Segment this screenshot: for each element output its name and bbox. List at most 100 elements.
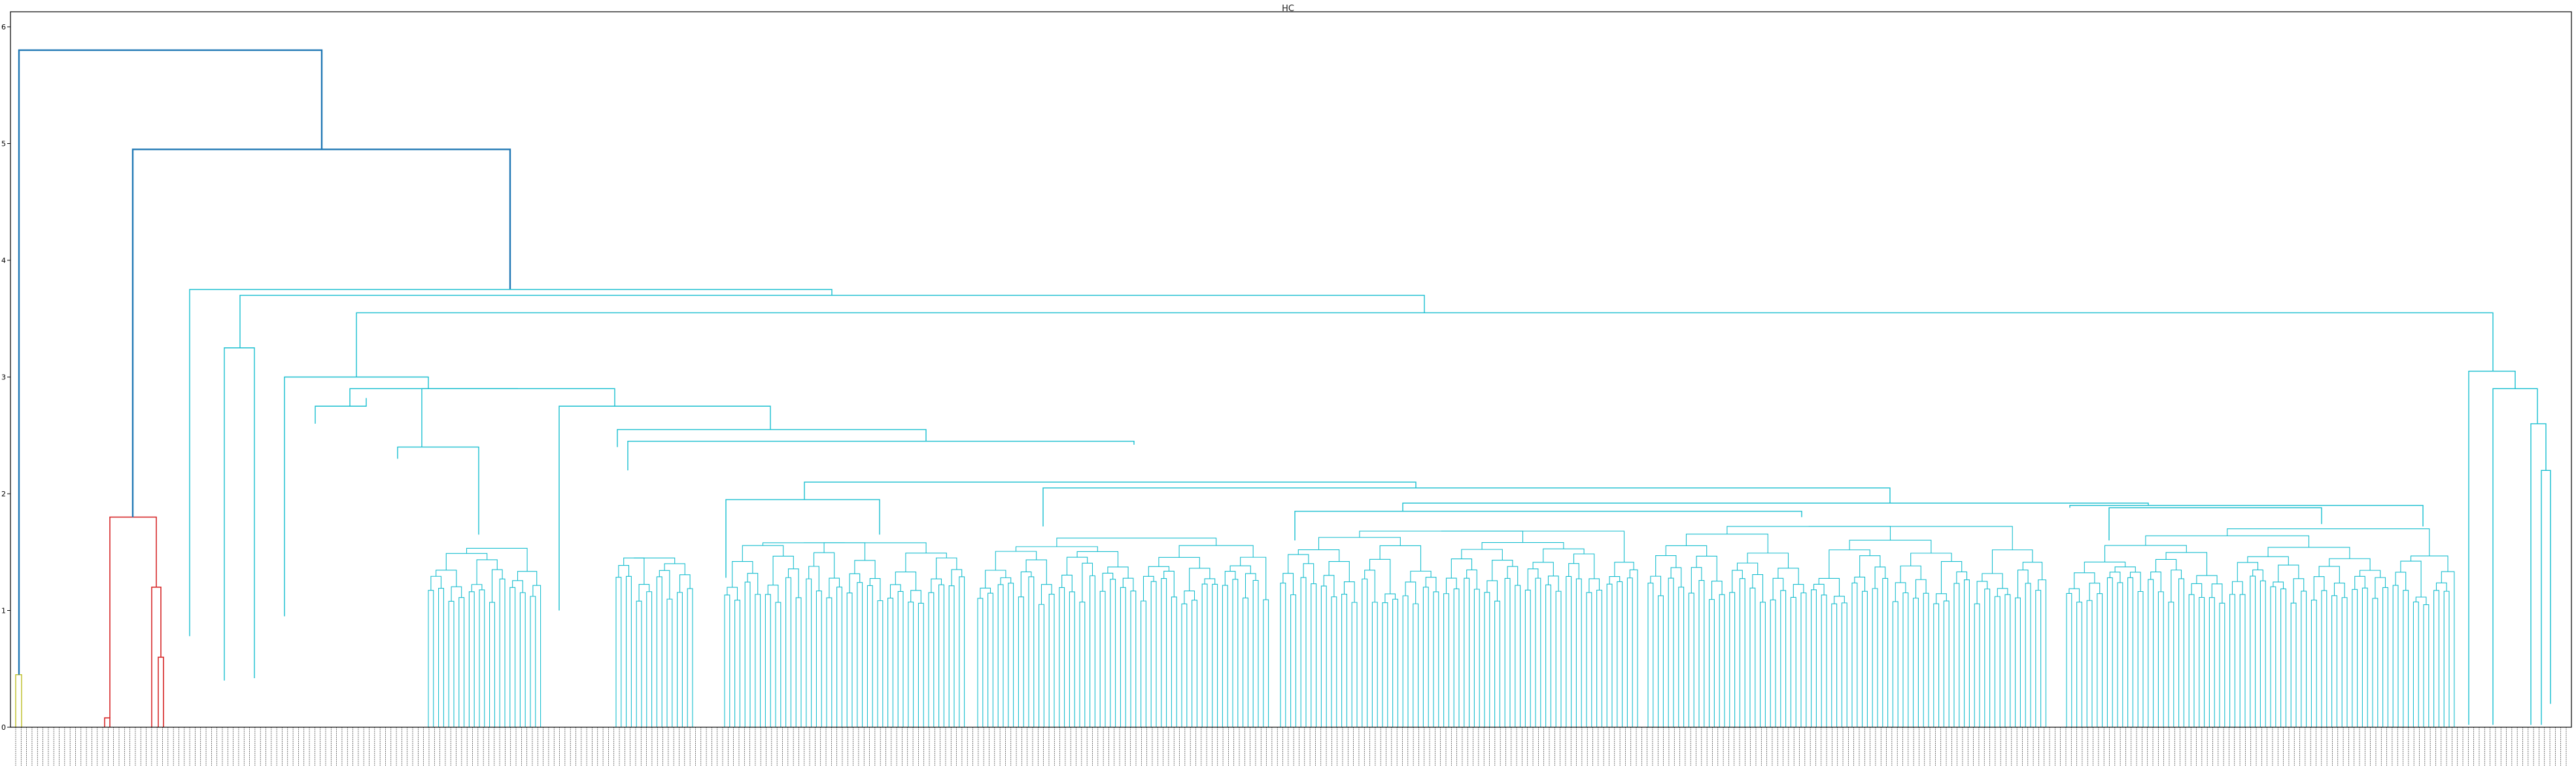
dense-e-link [1461,549,1503,560]
dense-a-link [476,559,498,585]
dense-f-link [1760,602,1766,727]
dense-f-link [1984,589,1991,727]
dense-c-link [772,555,794,585]
dense-g-link [2196,575,2218,584]
dense-c-link [836,587,842,727]
dense-d-link [1141,600,1146,727]
link-cyan-b [356,312,2494,377]
dense-f-link [1780,590,1787,727]
dense-g-link [2109,572,2121,583]
dense-c-link [734,600,740,727]
dense-a-link [466,547,528,572]
dense-g-link [2188,594,2195,727]
dense-e-link [1566,575,1572,727]
dense-f-link [1940,561,1963,594]
dense-g-link [2097,593,2103,727]
dense-c-link [905,553,947,572]
dense-f-link [1982,573,2003,589]
dense-g-link [2168,602,2174,727]
dense-f-link [1736,562,1759,575]
dense-e-link [1507,566,1519,586]
dense-c-link [813,552,835,579]
link-cyan-m [1402,502,2149,511]
dense-a-link [438,588,444,727]
dense-c-link [877,600,884,727]
link-cyan-e [349,388,518,407]
dense-g-link [2433,590,2439,727]
dense-g-link [2106,577,2113,727]
dense-e-link [1371,602,1378,727]
dense-f-link [1953,583,1960,727]
axes-frame [10,11,2572,728]
dense-f-link [1933,603,1940,727]
dense-e-link [1318,537,1401,550]
dense-e-link [1443,593,1449,727]
dense-c-link [867,585,873,727]
dense-a-link [491,569,503,603]
dense-f-link [1915,579,1927,598]
dense-f-link [1902,592,1909,727]
dense-g-link [2219,602,2225,727]
dendrogram-links [15,49,2551,727]
dense-d-link [1229,565,1251,574]
dense-f-link [1900,565,1921,583]
dense-g-link [2148,579,2154,727]
dense-g-link [2400,560,2422,598]
dense-f-link [1831,603,1838,727]
dense-g-link [2361,587,2368,727]
dense-e-link [1328,561,1350,582]
dense-g-link [2415,596,2427,605]
dense-f-link [1910,553,1952,566]
dense-f-link [1811,589,1817,727]
dense-g-link [2443,591,2450,727]
dense-a-link [468,591,475,727]
link-cyan-p [2108,507,2322,541]
dense-e-link [1466,569,1477,590]
link-cyan-f [315,398,367,424]
dense-f-link [1994,596,2001,727]
dense-d-link [1252,579,1259,727]
dense-a-link [532,585,541,727]
dense-c-link [931,578,942,593]
dense-d-link [1212,583,1218,727]
dense-e-link [1606,583,1613,727]
dense-c-link [897,591,904,727]
dense-f-link [1872,588,1878,727]
dense-f-link [2015,597,2021,727]
dense-f-link [1668,577,1674,727]
dense-d-link [1056,538,1217,547]
dense-f-link [2038,579,2046,727]
y-axis: 0 1 2 3 4 5 6 [1,23,10,732]
dense-g-link [2150,571,2161,592]
link-cyan-right-2 [2492,388,2538,725]
dense-g-link [2137,591,2144,727]
dense-d-link [1040,584,1052,605]
dense-a-link [448,600,455,727]
dense-b-link [677,592,683,727]
dense-e-link [1596,589,1602,727]
dense-g-link [2171,570,2182,602]
dense-g-link [2086,600,2093,727]
dense-f-link [1711,580,1723,600]
dense-f-link [1685,534,1768,553]
link-cyan-n [2069,505,2424,526]
dense-d-link [1018,596,1024,727]
dense-e-link [1290,594,1296,727]
dense-c-link [938,584,944,727]
dense-f-link [1678,587,1685,727]
dense-d-link [977,598,984,727]
dense-e-link [1486,580,1498,602]
dense-c-link [895,571,917,591]
dense-g-link [2127,577,2133,727]
dense-g-link [2341,597,2348,727]
dense-d-link [1120,587,1126,727]
dense-e-link [1524,589,1531,727]
dense-f-link [2017,570,2029,598]
dense-c-link [785,577,791,727]
dense-d-link [1171,596,1177,727]
dense-e-link [1280,583,1286,727]
dense-d-link [1048,593,1055,727]
dense-f-link [1862,591,1868,727]
dense-b-link [687,588,693,727]
